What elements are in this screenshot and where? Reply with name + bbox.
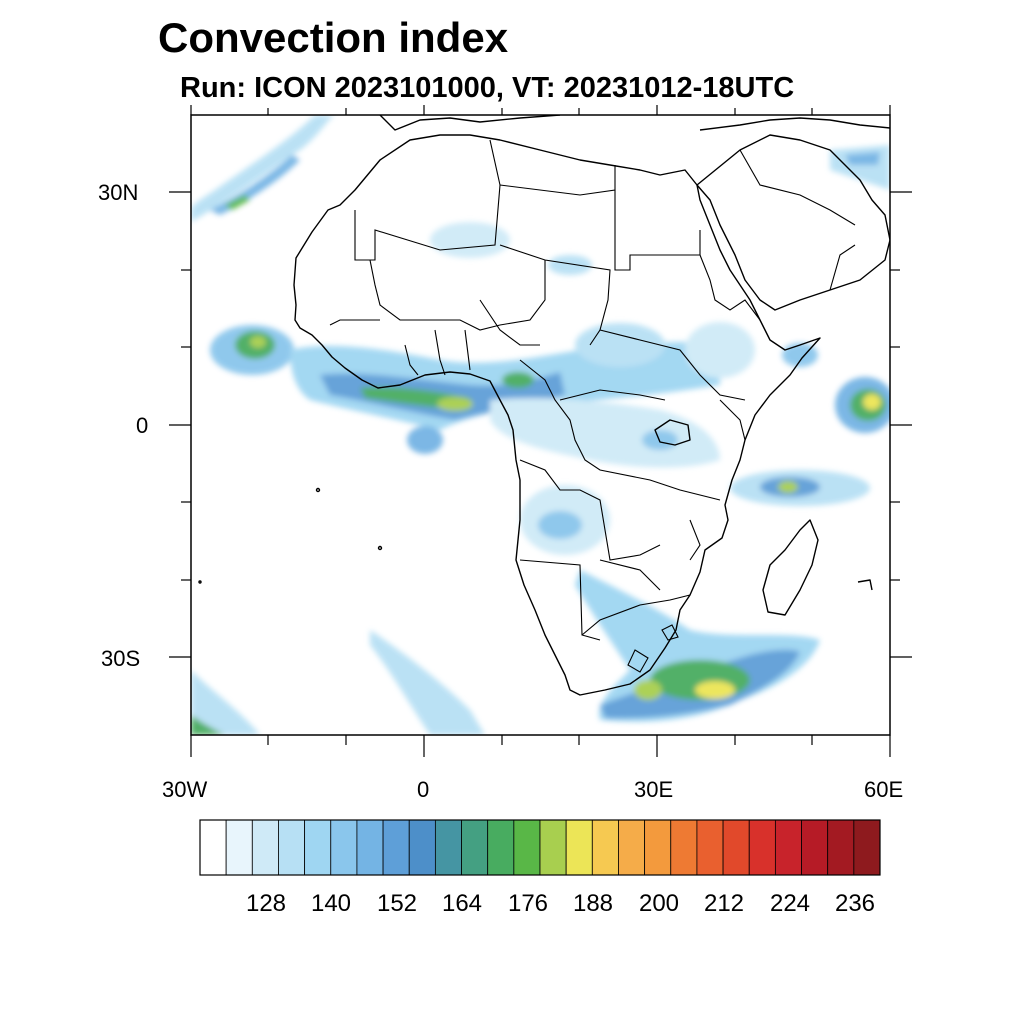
- colorbar-swatch: [513, 819, 541, 876]
- colorbar-swatch: [382, 819, 410, 876]
- colorbar-swatch: [591, 819, 619, 876]
- lon-label-30w: 30W: [162, 777, 208, 802]
- convection-field: [191, 115, 890, 735]
- colorbar-label: 200: [638, 890, 680, 917]
- colorbar-swatch: [670, 819, 698, 876]
- colorbar-swatch: [748, 819, 776, 876]
- colorbar-swatch: [330, 819, 358, 876]
- lon-label-30e: 30E: [634, 777, 674, 802]
- colorbar-swatch: [225, 819, 253, 876]
- axis-ticks: [169, 105, 912, 757]
- lon-label-0: 0: [417, 777, 430, 802]
- colorbar-swatch: [722, 819, 750, 876]
- colorbar-swatch: [696, 819, 724, 876]
- colorbar-frame: [199, 819, 881, 876]
- colorbar-label: 224: [769, 890, 811, 917]
- colorbar-swatch: [199, 819, 227, 876]
- colorbar-swatch: [408, 819, 436, 876]
- colorbar-swatch: [827, 819, 855, 876]
- colorbar-label: 140: [310, 890, 352, 917]
- colorbar: [199, 819, 881, 876]
- colorbar-swatch: [565, 819, 593, 876]
- colorbar-label: 128: [245, 890, 287, 917]
- colorbar-swatch: [539, 819, 567, 876]
- colorbar-swatch: [774, 819, 802, 876]
- map-title: Convection index: [158, 14, 509, 61]
- lat-label-30s: 30S: [101, 646, 141, 671]
- colorbar-swatch: [461, 819, 489, 876]
- lat-label-0: 0: [136, 413, 149, 438]
- colorbar-swatch: [801, 819, 829, 876]
- colorbar-swatch: [644, 819, 672, 876]
- colorbar-swatch: [618, 819, 646, 876]
- country-borders: [329, 139, 856, 673]
- colorbar-label: 188: [572, 890, 614, 917]
- colorbar-swatch: [304, 819, 332, 876]
- lon-label-60e: 60E: [864, 777, 904, 802]
- colorbar-swatch: [853, 819, 881, 876]
- colorbar-label: 236: [834, 890, 876, 917]
- colorbar-swatch: [356, 819, 384, 876]
- colorbar-swatch: [487, 819, 515, 876]
- colorbar-label: 164: [441, 890, 483, 917]
- colorbar-label: 212: [703, 890, 745, 917]
- colorbar-swatch: [251, 819, 279, 876]
- colorbar-label: 152: [376, 890, 418, 917]
- colorbar-label: 176: [507, 890, 549, 917]
- colorbar-swatch: [278, 819, 306, 876]
- map-subtitle: Run: ICON 2023101000, VT: 20231012-18UTC: [180, 72, 795, 104]
- lat-label-30n: 30N: [98, 180, 139, 205]
- colorbar-swatch: [434, 819, 462, 876]
